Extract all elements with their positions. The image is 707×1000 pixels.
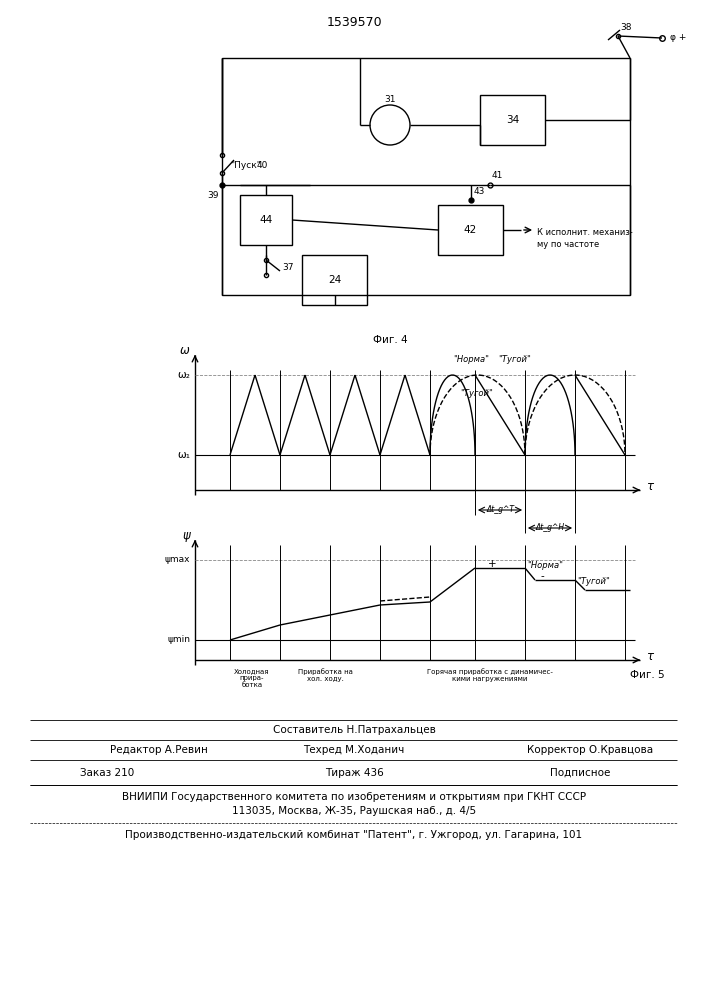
Text: Горячая приработка с динамичес-
кими нагружениями: Горячая приработка с динамичес- кими наг… bbox=[427, 668, 553, 682]
Text: 43: 43 bbox=[474, 188, 485, 196]
Text: Δt_g^T: Δt_g^T bbox=[486, 504, 514, 514]
Text: "Тугой": "Тугой" bbox=[577, 578, 610, 586]
Text: -: - bbox=[540, 571, 544, 581]
Text: Заказ 210: Заказ 210 bbox=[80, 768, 134, 778]
Text: φ +: φ + bbox=[670, 33, 686, 42]
Text: 44: 44 bbox=[259, 215, 273, 225]
Text: 31: 31 bbox=[384, 96, 396, 104]
Bar bbox=[222, 58, 630, 295]
Text: "Норма": "Норма" bbox=[453, 356, 489, 364]
Text: +: + bbox=[488, 559, 496, 569]
Text: 1539570: 1539570 bbox=[326, 15, 382, 28]
Bar bbox=[438, 205, 503, 255]
Text: Фиг. 4: Фиг. 4 bbox=[373, 335, 407, 345]
Bar bbox=[302, 255, 367, 305]
Text: "Пуск": "Пуск" bbox=[230, 160, 261, 169]
Text: 39: 39 bbox=[207, 190, 219, 200]
Text: ω: ω bbox=[180, 344, 190, 357]
Bar bbox=[480, 95, 545, 145]
Text: Составитель Н.Патрахальцев: Составитель Н.Патрахальцев bbox=[273, 725, 436, 735]
Text: 41: 41 bbox=[492, 170, 503, 180]
Text: "Тугой": "Тугой" bbox=[460, 388, 493, 397]
Text: Производственно-издательский комбинат "Патент", г. Ужгород, ул. Гагарина, 101: Производственно-издательский комбинат "П… bbox=[125, 830, 583, 840]
Text: ψ: ψ bbox=[182, 528, 190, 542]
Text: 40: 40 bbox=[257, 160, 269, 169]
Text: му по частоте: му по частоте bbox=[537, 240, 600, 249]
Text: Приработка на
хол. ходу.: Приработка на хол. ходу. bbox=[298, 668, 352, 682]
Text: ВНИИПИ Государственного комитета по изобретениям и открытиям при ГКНТ СССР: ВНИИПИ Государственного комитета по изоб… bbox=[122, 792, 586, 802]
Text: Корректор О.Кравцова: Корректор О.Кравцова bbox=[527, 745, 653, 755]
Text: Холодная
прира-
ботка: Холодная прира- ботка bbox=[234, 668, 270, 688]
Text: Тираж 436: Тираж 436 bbox=[325, 768, 383, 778]
Text: ω₁: ω₁ bbox=[177, 450, 190, 460]
Text: Подписное: Подписное bbox=[550, 768, 610, 778]
Text: Фиг. 5: Фиг. 5 bbox=[630, 670, 665, 680]
Text: ω₂: ω₂ bbox=[177, 370, 190, 380]
Text: Δt_g^H: Δt_g^H bbox=[535, 522, 565, 532]
Text: 38: 38 bbox=[620, 23, 631, 32]
Text: 34: 34 bbox=[506, 115, 519, 125]
Text: τ: τ bbox=[647, 650, 654, 664]
Text: Редактор А.Ревин: Редактор А.Ревин bbox=[110, 745, 208, 755]
Text: 42: 42 bbox=[464, 225, 477, 235]
Text: 113035, Москва, Ж-35, Раушская наб., д. 4/5: 113035, Москва, Ж-35, Раушская наб., д. … bbox=[232, 806, 476, 816]
Text: ψmax: ψmax bbox=[165, 556, 190, 564]
Text: К исполнит. механиз-: К исполнит. механиз- bbox=[537, 228, 633, 237]
Text: 24: 24 bbox=[328, 275, 341, 285]
Text: Техред М.Ходанич: Техред М.Ходанич bbox=[303, 745, 404, 755]
Text: 37: 37 bbox=[282, 262, 293, 271]
Text: ψmin: ψmin bbox=[167, 636, 190, 645]
Text: "Тугой": "Тугой" bbox=[498, 356, 531, 364]
Text: τ: τ bbox=[647, 481, 654, 493]
Text: "Норма": "Норма" bbox=[527, 562, 563, 570]
Bar bbox=[240, 195, 292, 245]
